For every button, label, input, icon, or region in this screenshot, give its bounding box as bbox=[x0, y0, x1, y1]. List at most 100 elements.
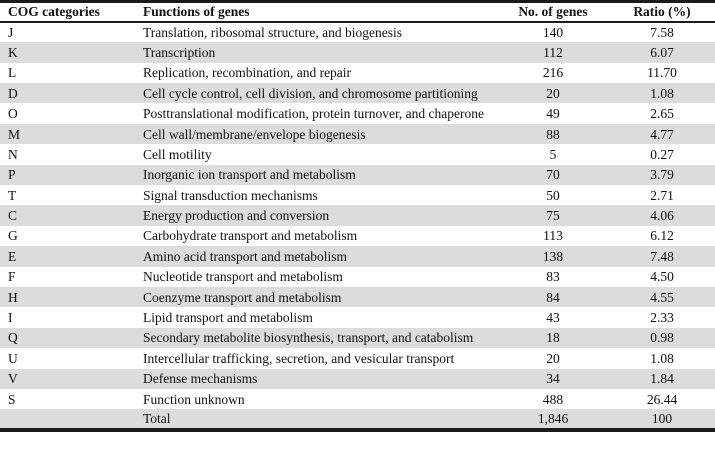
genes-cell: 20 bbox=[546, 350, 560, 366]
header-row: COG categories Functions of genes No. of… bbox=[0, 2, 715, 22]
genes-cell: 113 bbox=[543, 228, 563, 244]
category-cell: N bbox=[8, 146, 18, 162]
table-row: H Coenzyme transport and metabolism 84 4.55 bbox=[0, 286, 715, 308]
ratio-cell: 0.98 bbox=[650, 330, 674, 346]
table-row: F Nucleotide transport and metabolism 83 4.… bbox=[0, 267, 715, 287]
function-cell: Cell motility bbox=[143, 146, 212, 162]
genes-cell: 70 bbox=[546, 167, 560, 183]
cog-functions-table: COG categories Functions of genes No. of… bbox=[0, 0, 715, 432]
function-cell: Secondary metabolite biosynthesis, trans… bbox=[143, 330, 474, 346]
genes-cell: 49 bbox=[546, 106, 560, 122]
table-row: T Signal transduction mechanisms 50 2.71 bbox=[0, 185, 715, 205]
genes-cell: 5 bbox=[549, 146, 557, 162]
function-cell: Energy production and conversion bbox=[143, 208, 330, 224]
function-cell: Carbohydrate transport and metabolism bbox=[143, 228, 358, 244]
ratio-cell: 2.33 bbox=[650, 310, 674, 326]
category-cell: E bbox=[8, 248, 17, 264]
genes-cell: 88 bbox=[546, 126, 560, 142]
ratio-cell: 6.12 bbox=[650, 228, 674, 244]
category-cell: P bbox=[8, 167, 16, 183]
table-row: M Cell wall/membrane/envelope biogenesis 8… bbox=[0, 123, 715, 145]
table-row: O Posttranslational modification, protein… bbox=[0, 103, 715, 123]
table-row: L Replication, recombination, and repair 2… bbox=[0, 63, 715, 83]
category-cell: U bbox=[8, 350, 18, 366]
ratio-cell: 100 bbox=[651, 411, 673, 426]
function-cell: Cell cycle control, cell division, and c… bbox=[143, 85, 478, 101]
ratio-cell: 7.48 bbox=[650, 248, 674, 264]
ratio-cell: 11.70 bbox=[647, 65, 677, 81]
table-body: J Translation, ribosomal structure, and b… bbox=[0, 22, 715, 430]
header-functions-of-genes: Functions of genes bbox=[143, 4, 250, 20]
function-cell: Translation, ribosomal structure, and bi… bbox=[143, 25, 402, 41]
category-cell: T bbox=[8, 187, 17, 203]
category-cell: J bbox=[8, 25, 14, 41]
category-cell: K bbox=[8, 44, 18, 60]
table-row: E Amino acid transport and metabolism 138 7… bbox=[0, 246, 715, 267]
ratio-cell: 4.55 bbox=[650, 289, 674, 305]
ratio-cell: 6.07 bbox=[650, 44, 674, 60]
function-cell: Signal transduction mechanisms bbox=[143, 187, 318, 203]
function-cell: Amino acid transport and metabolism bbox=[143, 248, 347, 264]
category-cell: M bbox=[8, 126, 21, 142]
function-cell: Posttranslational modification, protein … bbox=[143, 106, 484, 122]
header-ratio: Ratio (%) bbox=[633, 4, 691, 20]
genes-cell: 34 bbox=[546, 371, 560, 387]
function-cell: Transcription bbox=[143, 44, 216, 60]
genes-cell: 112 bbox=[543, 44, 563, 60]
genes-cell: 83 bbox=[546, 269, 560, 285]
genes-cell: 488 bbox=[542, 391, 564, 407]
genes-cell: 20 bbox=[546, 85, 560, 101]
genes-cell: 140 bbox=[542, 25, 564, 41]
genes-cell: 75 bbox=[546, 208, 560, 224]
table-row: V Defense mechanisms 34 1.84 bbox=[0, 368, 715, 389]
ratio-cell: 4.50 bbox=[650, 269, 674, 285]
genes-cell: 18 bbox=[546, 330, 560, 346]
table-row: K Transcription 112 6.07 bbox=[0, 42, 715, 63]
function-cell: Defense mechanisms bbox=[143, 371, 258, 387]
function-cell: Coenzyme transport and metabolism bbox=[143, 289, 342, 305]
table-row: G Carbohydrate transport and metabolism 11… bbox=[0, 226, 715, 246]
table-row: P Inorganic ion transport and metabolism 7… bbox=[0, 164, 715, 186]
genes-cell: 216 bbox=[542, 65, 564, 81]
category-cell: F bbox=[8, 269, 16, 285]
category-cell: C bbox=[8, 208, 18, 224]
ratio-cell: 2.65 bbox=[650, 106, 674, 122]
table-row: J Translation, ribosomal structure, and b… bbox=[0, 22, 715, 42]
genes-cell: 50 bbox=[546, 187, 560, 203]
table-row: S Function unknown 488 26.44 bbox=[0, 389, 715, 409]
total-row: Total 1,846 100 bbox=[0, 409, 715, 430]
table-head: COG categories Functions of genes No. of… bbox=[0, 2, 715, 22]
function-cell: Cell wall/membrane/envelope biogenesis bbox=[143, 126, 366, 142]
table-row: Q Secondary metabolite biosynthesis, tran… bbox=[0, 327, 715, 349]
function-cell: Lipid transport and metabolism bbox=[143, 310, 313, 326]
header-no-of-genes: No. of genes bbox=[518, 4, 588, 20]
ratio-cell: 1.08 bbox=[650, 85, 674, 101]
category-cell bbox=[0, 409, 135, 429]
genes-cell: 84 bbox=[546, 289, 560, 305]
ratio-cell: 1.08 bbox=[650, 350, 674, 366]
category-cell: L bbox=[8, 65, 17, 81]
genes-cell: 1,846 bbox=[537, 411, 569, 426]
ratio-cell: 4.06 bbox=[650, 208, 674, 224]
header-cog-categories: COG categories bbox=[8, 4, 100, 20]
table-row: C Energy production and conversion 75 4.06 bbox=[0, 205, 715, 226]
function-cell: Intercellular trafficking, secretion, an… bbox=[143, 350, 455, 366]
category-cell: S bbox=[8, 391, 16, 407]
genes-cell: 43 bbox=[546, 310, 560, 326]
function-cell: Inorganic ion transport and metabolism bbox=[143, 167, 356, 183]
function-cell: Nucleotide transport and metabolism bbox=[143, 269, 343, 285]
function-cell: Replication, recombination, and repair bbox=[143, 65, 352, 81]
ratio-cell: 3.79 bbox=[650, 167, 674, 183]
ratio-cell: 7.58 bbox=[650, 25, 674, 41]
table-row: D Cell cycle control, cell division, and … bbox=[0, 83, 715, 104]
genes-cell: 138 bbox=[542, 248, 564, 264]
ratio-cell: 4.77 bbox=[650, 126, 674, 142]
category-cell: H bbox=[8, 289, 18, 305]
table-row: N Cell motility 5 0.27 bbox=[0, 144, 715, 164]
function-cell: Function unknown bbox=[143, 391, 245, 407]
ratio-cell: 26.44 bbox=[646, 391, 678, 407]
category-cell: D bbox=[8, 85, 18, 101]
category-cell: O bbox=[8, 106, 18, 122]
category-cell: V bbox=[8, 371, 18, 387]
category-cell: I bbox=[8, 310, 13, 326]
